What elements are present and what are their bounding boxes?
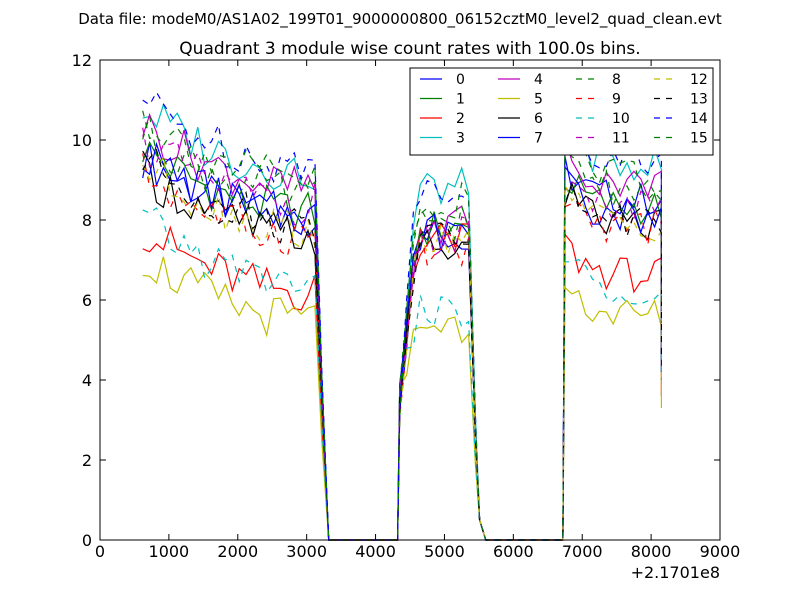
x-tick-label-4000: 4000 (355, 542, 396, 561)
x-tick-label-1000: 1000 (149, 542, 190, 561)
y-tick-label-10: 10 (72, 131, 92, 150)
y-tick-label-12: 12 (72, 51, 92, 70)
x-tick-label-3000: 3000 (286, 542, 327, 561)
plot-frame (99, 59, 721, 541)
figure-suptitle: Data file: modeM0/AS1A02_199T01_90000008… (78, 10, 722, 29)
series-line-9 (142, 153, 663, 541)
series-line-15 (142, 110, 663, 541)
axes-layer: 0 1000 2000 3000 4000 5000 6000 7000 8000 9000 0 2 4… (72, 51, 741, 561)
series-line-12 (142, 154, 663, 541)
x-tick-label-2000: 2000 (217, 542, 258, 561)
legend-label-12: 12 (690, 72, 708, 88)
x-tick-label-5000: 5000 (424, 542, 465, 561)
legend-label-5: 5 (534, 92, 543, 108)
y-tick-label-6: 6 (82, 291, 92, 310)
y-tick-label-0: 0 (82, 531, 92, 550)
legend-label-7: 7 (534, 131, 543, 147)
legend-label-14: 14 (690, 111, 708, 127)
legend-label-4: 4 (534, 72, 543, 88)
legend-label-8: 8 (612, 72, 621, 88)
y-tick-label-8: 8 (82, 211, 92, 230)
legend-label-0: 0 (456, 72, 465, 88)
x-tick-label-7000: 7000 (562, 542, 603, 561)
x-tick-label-8000: 8000 (631, 542, 672, 561)
legend-label-13: 13 (690, 92, 708, 108)
legend-label-6: 6 (534, 111, 543, 127)
legend-box (409, 67, 714, 156)
series-line-14 (142, 91, 663, 541)
x-tick-label-9000: 9000 (700, 542, 741, 561)
legend-label-2: 2 (456, 111, 465, 127)
y-tick-label-4: 4 (82, 371, 92, 390)
legend-label-3: 3 (456, 131, 465, 147)
legend-label-10: 10 (612, 111, 630, 127)
y-tick-label-2: 2 (82, 451, 92, 470)
legend-label-1: 1 (456, 92, 465, 108)
chart-title: Quadrant 3 module wise count rates with … (179, 39, 640, 59)
x-offset-label: +2.1701e8 (631, 563, 720, 582)
series-line-13 (142, 148, 663, 541)
series-layer (142, 91, 663, 541)
series-line-5 (142, 256, 663, 541)
legend-label-15: 15 (690, 131, 708, 147)
legend-label-9: 9 (612, 92, 621, 108)
x-tick-label-6000: 6000 (493, 542, 534, 561)
legend-label-11: 11 (612, 131, 630, 147)
x-tick-label-0: 0 (95, 542, 105, 561)
